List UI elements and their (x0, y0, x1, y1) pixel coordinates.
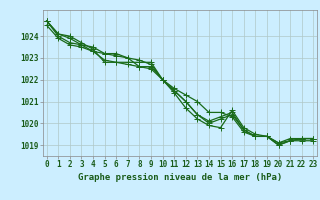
X-axis label: Graphe pression niveau de la mer (hPa): Graphe pression niveau de la mer (hPa) (78, 173, 282, 182)
